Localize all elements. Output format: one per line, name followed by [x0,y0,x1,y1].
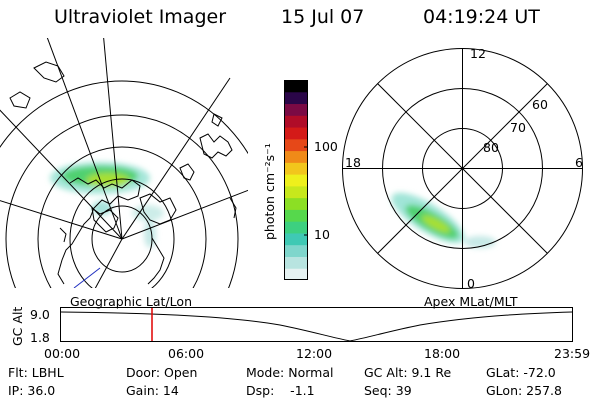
altitude-xtick-1800: 18:00 [424,346,461,361]
status-seq: Seq: 39 [364,383,412,398]
mlt-label-6: 6 [575,155,583,170]
colorbar-cell [284,232,308,246]
colorbar-cell [284,197,308,210]
mlt-meridians [342,48,583,289]
colorbar-cell [284,80,308,93]
colorbar-cell [284,185,308,199]
status-glon: GLon: 257.8 [486,383,562,398]
colorbar-cell [284,221,308,234]
status-ip: IP: 36.0 [8,383,56,398]
altitude-ytick-1.8: 1.8 [30,330,50,345]
colorbar-tick-10: 10 [314,227,330,242]
mlt-label-12: 12 [470,46,486,61]
colorbar-cell [284,256,308,269]
colorbar-cell [284,244,308,257]
geographic-map [0,38,248,288]
colorbar-cell [284,174,308,187]
colorbar [284,80,308,280]
time-label: 04:19:24 UT [423,6,540,28]
status-door: Door: Open [126,365,198,380]
aurora-emission-left [50,162,164,248]
altitude-curve [60,311,573,342]
coastline [9,61,237,285]
colorbar-cell [284,115,308,128]
altitude-plot [60,307,573,342]
colorbar-cell [284,150,308,163]
status-mode: Mode: Normal [246,365,334,380]
status-dsp: Dsp: -1.1 [246,383,315,398]
mlat-label-70: 70 [510,120,526,135]
altitude-xtick-2359: 23:59 [554,346,591,361]
colorbar-cell [284,162,308,175]
date-label: 15 Jul 07 [281,6,365,28]
altitude-ylabel: GC Alt [10,306,25,346]
status-gcalt: GC Alt: 9.1 Re [364,365,452,380]
status-flt: Flt: LBHL [8,365,64,380]
apex-polar-plot [342,48,583,289]
altitude-xtick-0000: 00:00 [44,346,81,361]
latitude-circles [0,80,248,288]
left-panel-caption: Geographic Lat/Lon [70,294,192,309]
mlat-label-80: 80 [483,140,499,155]
altitude-ytick-9: 9.0 [30,307,50,322]
right-panel-caption: Apex MLat/MLT [424,294,518,309]
colorbar-cell [284,103,308,116]
colorbar-cell [284,127,308,140]
instrument-title: Ultraviolet Imager [54,6,227,28]
mlt-label-0: 0 [467,276,475,291]
altitude-xtick-0600: 06:00 [168,346,205,361]
colorbar-unit-label: photon cm⁻²s⁻¹ [262,143,277,240]
mlat-label-60: 60 [532,97,548,112]
altitude-xtick-1200: 12:00 [296,346,333,361]
colorbar-cell [284,91,308,105]
status-glat: GLat: -72.0 [486,365,556,380]
status-gain: Gain: 14 [126,383,179,398]
mlt-label-18: 18 [345,155,361,170]
colorbar-cell [284,268,308,280]
blue-line [73,267,101,288]
aurora-emission-right [391,192,496,248]
meridians [0,38,248,288]
colorbar-cell [284,209,308,222]
colorbar-cell [284,138,308,152]
colorbar-tick-100: 100 [314,139,338,154]
